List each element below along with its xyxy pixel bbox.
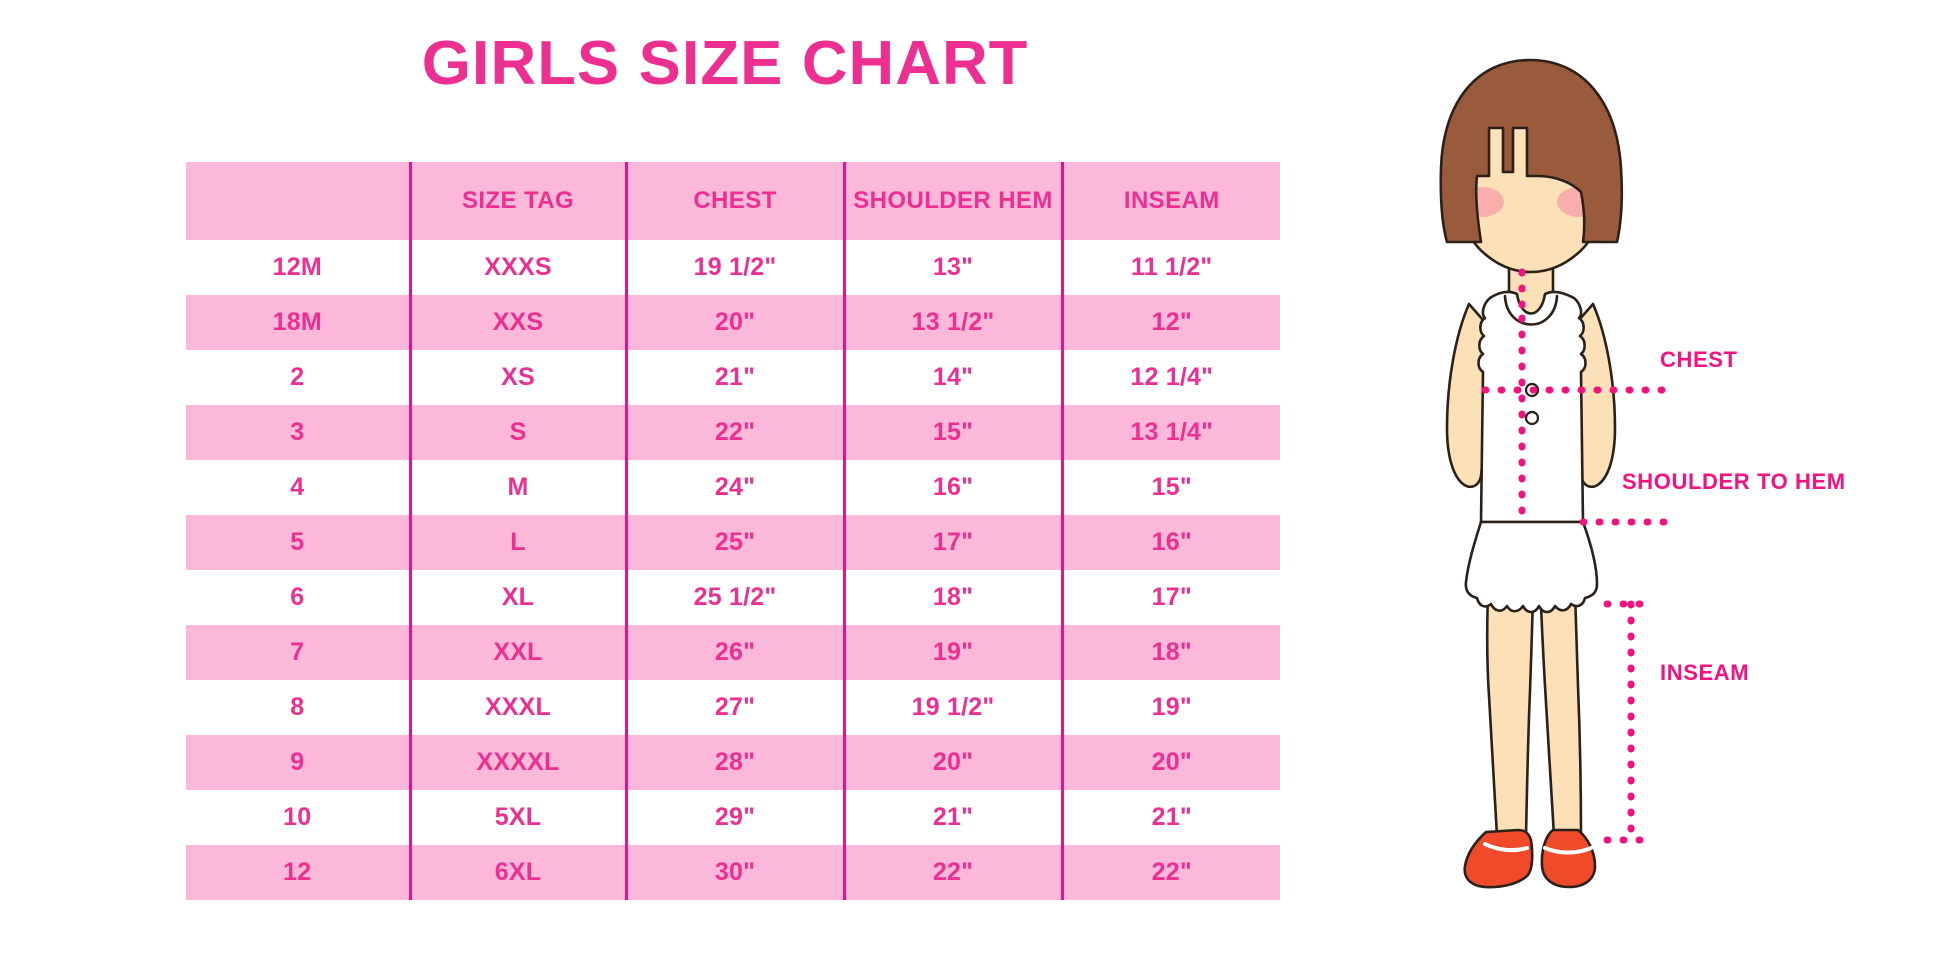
size-table-container: SIZE TAG CHEST SHOULDER HEM INSEAM 12M X… xyxy=(186,162,1280,900)
cell-inseam: 15" xyxy=(1060,460,1280,515)
cell-size-tag: XXXXL xyxy=(408,735,626,790)
table-row: 12 6XL 30" 22" 22" xyxy=(186,845,1280,900)
cell-shoulder-hem: 19 1/2" xyxy=(842,680,1062,735)
cell-size: 9 xyxy=(186,735,410,790)
cell-size-tag: XS xyxy=(408,350,626,405)
table-row: 4 M 24" 16" 15" xyxy=(186,460,1280,515)
cell-chest: 25 1/2" xyxy=(624,570,844,625)
girl-measurement-figure xyxy=(1385,36,1675,916)
cell-shoulder-hem: 19" xyxy=(842,625,1062,680)
measurement-label-inseam: INSEAM xyxy=(1660,660,1750,685)
cell-size-tag: XXS xyxy=(408,295,626,350)
cell-size-tag: S xyxy=(408,405,626,460)
column-header-shoulder-hem: SHOULDER HEM xyxy=(842,162,1062,240)
cell-size: 18M xyxy=(186,295,410,350)
cell-chest: 25" xyxy=(624,515,844,570)
cell-chest: 28" xyxy=(624,735,844,790)
cell-inseam: 18" xyxy=(1060,625,1280,680)
cell-size-tag: 5XL xyxy=(408,790,626,845)
cell-inseam: 13 1/4" xyxy=(1060,405,1280,460)
cell-size-tag: XL xyxy=(408,570,626,625)
cell-inseam: 19" xyxy=(1060,680,1280,735)
table-row: 9 XXXXL 28" 20" 20" xyxy=(186,735,1280,790)
cell-chest: 20" xyxy=(624,295,844,350)
cell-chest: 19 1/2" xyxy=(624,240,844,295)
cell-shoulder-hem: 13 1/2" xyxy=(842,295,1062,350)
cell-shoulder-hem: 14" xyxy=(842,350,1062,405)
cell-inseam: 11 1/2" xyxy=(1060,240,1280,295)
cell-size: 12 xyxy=(186,845,410,900)
cell-size: 7 xyxy=(186,625,410,680)
cell-size: 12M xyxy=(186,240,410,295)
cell-size-tag: L xyxy=(408,515,626,570)
cell-chest: 21" xyxy=(624,350,844,405)
cell-size: 10 xyxy=(186,790,410,845)
table-row: 2 XS 21" 14" 12 1/4" xyxy=(186,350,1280,405)
page-title: GIRLS SIZE CHART xyxy=(421,29,1029,98)
cell-size-tag: XXL xyxy=(408,625,626,680)
cell-size: 3 xyxy=(186,405,410,460)
cell-size: 8 xyxy=(186,680,410,735)
column-header-inseam: INSEAM xyxy=(1060,162,1280,240)
cell-size-tag: M xyxy=(408,460,626,515)
table-row: 7 XXL 26" 19" 18" xyxy=(186,625,1280,680)
cell-chest: 30" xyxy=(624,845,844,900)
cell-size-tag: 6XL xyxy=(408,845,626,900)
cell-inseam: 12" xyxy=(1060,295,1280,350)
cell-chest: 24" xyxy=(624,460,844,515)
cell-chest: 29" xyxy=(624,790,844,845)
cell-shoulder-hem: 18" xyxy=(842,570,1062,625)
cell-inseam: 17" xyxy=(1060,570,1280,625)
cell-inseam: 22" xyxy=(1060,845,1280,900)
table-body: 12M XXXS 19 1/2" 13" 11 1/2" 18M XXS 20"… xyxy=(186,240,1280,900)
cell-shoulder-hem: 17" xyxy=(842,515,1062,570)
cell-size: 6 xyxy=(186,570,410,625)
cell-chest: 26" xyxy=(624,625,844,680)
table-row: 3 S 22" 15" 13 1/4" xyxy=(186,405,1280,460)
column-header-size-tag: SIZE TAG xyxy=(408,162,626,240)
cell-inseam: 20" xyxy=(1060,735,1280,790)
size-table: SIZE TAG CHEST SHOULDER HEM INSEAM 12M X… xyxy=(186,162,1280,900)
cell-inseam: 12 1/4" xyxy=(1060,350,1280,405)
cell-inseam: 21" xyxy=(1060,790,1280,845)
cell-inseam: 16" xyxy=(1060,515,1280,570)
cell-shoulder-hem: 21" xyxy=(842,790,1062,845)
table-row: 18M XXS 20" 13 1/2" 12" xyxy=(186,295,1280,350)
measurement-label-shoulder-to-hem: SHOULDER TO HEM xyxy=(1622,469,1846,494)
table-row: 5 L 25" 17" 16" xyxy=(186,515,1280,570)
cell-size: 2 xyxy=(186,350,410,405)
cell-shoulder-hem: 16" xyxy=(842,460,1062,515)
measurement-label-chest: CHEST xyxy=(1660,347,1738,372)
table-row: 10 5XL 29" 21" 21" xyxy=(186,790,1280,845)
cell-chest: 27" xyxy=(624,680,844,735)
cell-chest: 22" xyxy=(624,405,844,460)
cell-shoulder-hem: 22" xyxy=(842,845,1062,900)
column-header-chest: CHEST xyxy=(624,162,844,240)
table-row: 6 XL 25 1/2" 18" 17" xyxy=(186,570,1280,625)
cell-shoulder-hem: 13" xyxy=(842,240,1062,295)
table-header-row: SIZE TAG CHEST SHOULDER HEM INSEAM xyxy=(186,162,1280,240)
cell-size: 4 xyxy=(186,460,410,515)
cell-size-tag: XXXL xyxy=(408,680,626,735)
cell-size-tag: XXXS xyxy=(408,240,626,295)
table-row: 8 XXXL 27" 19 1/2" 19" xyxy=(186,680,1280,735)
table-row: 12M XXXS 19 1/2" 13" 11 1/2" xyxy=(186,240,1280,295)
cell-size: 5 xyxy=(186,515,410,570)
cell-shoulder-hem: 15" xyxy=(842,405,1062,460)
cell-shoulder-hem: 20" xyxy=(842,735,1062,790)
column-header-size xyxy=(186,162,410,240)
